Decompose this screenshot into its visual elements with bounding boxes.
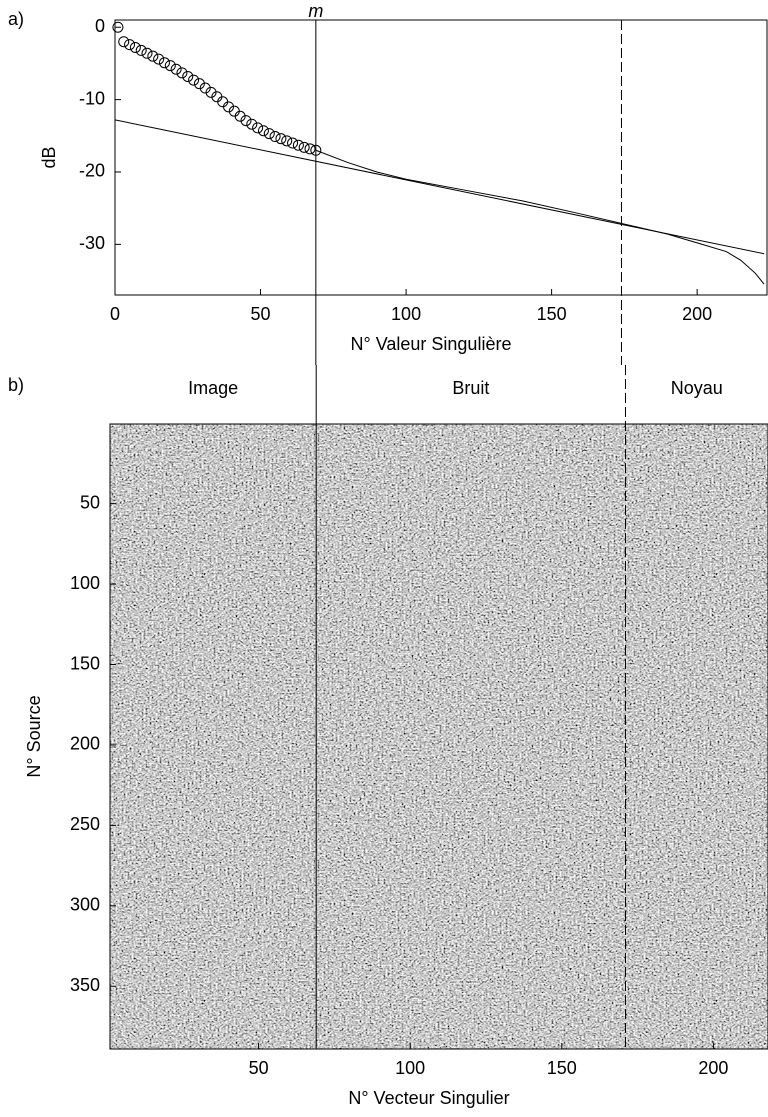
axes-frame — [109, 423, 768, 1050]
data-point — [217, 96, 229, 108]
y-tick-label: 0 — [95, 16, 105, 36]
data-point — [182, 70, 194, 82]
data-point — [292, 139, 304, 151]
data-point — [257, 125, 269, 137]
y-tick-label: 200 — [70, 734, 100, 754]
data-point — [246, 118, 258, 130]
y-tick-label: 50 — [80, 492, 100, 512]
data-point — [298, 141, 310, 153]
data-point — [199, 82, 211, 94]
data-point — [112, 21, 124, 33]
data-point — [287, 137, 299, 149]
data-point — [164, 60, 176, 72]
y-tick-label: -10 — [79, 88, 105, 108]
x-tick-label: 0 — [110, 304, 120, 324]
y-tick-label: 150 — [70, 653, 100, 673]
data-point — [158, 57, 170, 69]
data-point — [263, 128, 275, 140]
axes-frame — [114, 19, 768, 296]
data-point — [252, 122, 264, 134]
data-point — [304, 143, 316, 155]
data-point — [240, 115, 252, 127]
data-point — [205, 86, 217, 98]
data-point — [269, 131, 281, 143]
data-point — [135, 44, 147, 56]
data-point — [275, 133, 287, 145]
data-point — [124, 39, 136, 51]
heatmap-image — [110, 424, 768, 1049]
data-point — [170, 63, 182, 75]
x-axis-label: N° Valeur Singulière — [351, 334, 512, 354]
data-line — [114, 119, 765, 255]
x-tick-label: 50 — [249, 1058, 269, 1078]
y-tick-label: 250 — [70, 814, 100, 834]
x-tick-label: 200 — [698, 1058, 728, 1078]
data-point — [223, 101, 235, 113]
region-label: Noyau — [671, 378, 723, 398]
data-point — [141, 47, 153, 59]
panel-label: b) — [8, 375, 24, 395]
data-point — [147, 50, 159, 62]
data-point — [188, 74, 200, 86]
data-point — [153, 53, 165, 65]
panel-label: a) — [8, 9, 24, 29]
region-label: Image — [188, 378, 238, 398]
x-tick-label: 150 — [537, 304, 567, 324]
x-tick-label: 200 — [682, 304, 712, 324]
x-tick-label: 100 — [391, 304, 421, 324]
y-axis-label: N° Source — [24, 695, 44, 777]
y-tick-label: 100 — [70, 573, 100, 593]
y-tick-label: 300 — [70, 895, 100, 915]
data-point — [118, 36, 130, 48]
x-axis-label: N° Vecteur Singulier — [348, 1088, 509, 1108]
data-point — [281, 135, 293, 147]
data-point — [176, 67, 188, 79]
data-point — [193, 78, 205, 90]
x-tick-label: 100 — [395, 1058, 425, 1078]
x-tick-label: 50 — [251, 304, 271, 324]
region-label: Bruit — [452, 378, 489, 398]
data-line — [315, 149, 765, 285]
y-axis-label: dB — [39, 146, 59, 168]
y-tick-label: -30 — [79, 233, 105, 253]
y-tick-label: -20 — [79, 161, 105, 181]
annotation: m — [308, 1, 323, 21]
y-tick-label: 350 — [70, 975, 100, 995]
x-tick-label: 150 — [547, 1058, 577, 1078]
data-point — [234, 110, 246, 122]
data-point — [129, 42, 141, 53]
